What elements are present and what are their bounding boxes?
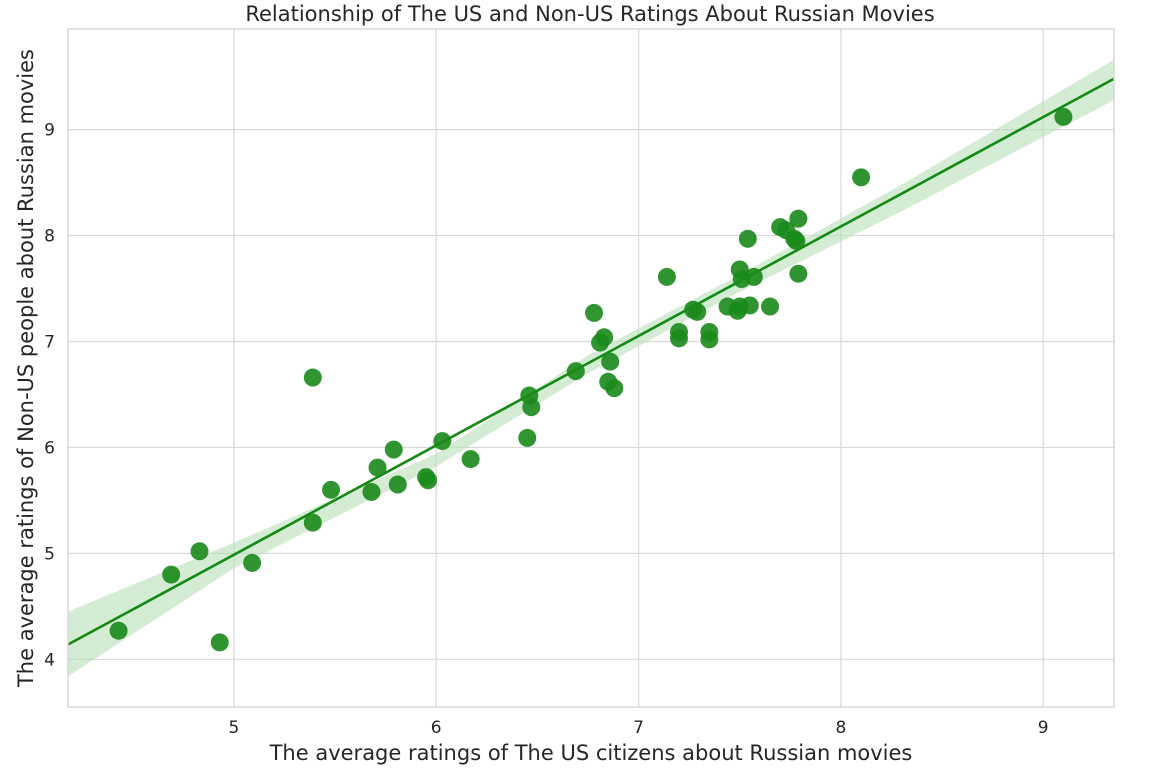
data-point (761, 297, 780, 316)
x-tick-label: 7 (633, 718, 644, 738)
data-point (740, 296, 759, 315)
data-point (605, 379, 624, 398)
data-point (738, 229, 757, 248)
data-point (657, 267, 676, 286)
data-point (461, 450, 480, 469)
data-point (322, 480, 341, 499)
data-point (109, 621, 128, 640)
data-point (190, 542, 209, 561)
chart-title: Relationship of The US and Non-US Rating… (245, 2, 934, 26)
x-tick-label: 6 (431, 718, 442, 738)
y-tick-label: 7 (44, 333, 55, 353)
data-point (518, 428, 537, 447)
data-point (362, 482, 381, 501)
y-tick-label: 8 (44, 227, 55, 247)
x-tick-labels: 5 6 7 8 9 (228, 718, 1048, 738)
confidence-band (68, 59, 1114, 677)
data-point (419, 471, 438, 490)
y-tick-label: 9 (44, 121, 55, 141)
data-points (109, 107, 1073, 652)
data-point (243, 553, 262, 572)
data-point (789, 264, 808, 283)
data-point (688, 302, 707, 321)
y-tick-label: 5 (44, 544, 55, 564)
regression-line (67, 77, 1115, 646)
x-tick-label: 9 (1038, 718, 1049, 738)
data-point (595, 328, 614, 347)
data-point (522, 398, 541, 417)
y-tick-label: 6 (44, 438, 55, 458)
data-point (787, 231, 806, 250)
data-point (700, 330, 719, 349)
data-point (162, 565, 181, 584)
data-point (388, 475, 407, 494)
data-point (601, 352, 620, 371)
data-point (585, 303, 604, 322)
data-point (744, 267, 763, 286)
x-tick-label: 8 (835, 718, 846, 738)
data-point (566, 362, 585, 381)
data-point (303, 513, 322, 532)
regression-line-layer (67, 77, 1115, 646)
data-point (852, 168, 871, 187)
data-point (210, 633, 229, 652)
y-tick-label: 4 (44, 650, 55, 670)
data-point (384, 440, 403, 459)
data-point (1054, 107, 1073, 126)
confidence-band-layer (68, 59, 1114, 677)
data-point (433, 432, 452, 451)
y-axis-label: The average ratings of Non-US people abo… (14, 49, 38, 688)
x-axis-label: The average ratings of The US citizens a… (269, 741, 913, 765)
x-tick-label: 5 (228, 718, 239, 738)
plot-frame (67, 28, 1115, 708)
data-point (789, 209, 808, 228)
y-tick-labels: 4 5 6 7 8 9 (44, 121, 55, 671)
data-point (670, 322, 689, 341)
data-point (303, 368, 322, 387)
data-point (368, 458, 387, 477)
